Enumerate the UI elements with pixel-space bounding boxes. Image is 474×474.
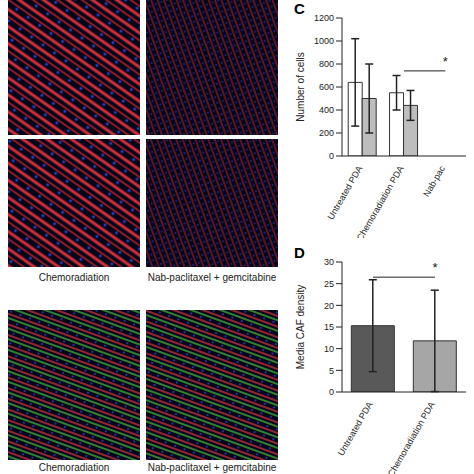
svg-text:*: *	[432, 260, 437, 275]
html-text:D: D	[294, 244, 305, 261]
svg-text:15: 15	[324, 322, 334, 332]
svg-text:400: 400	[319, 105, 334, 115]
html-text:Nab-paclitaxel + gemcitabine: Nab-paclitaxel + gemcitabine	[147, 462, 277, 473]
svg-text:0: 0	[329, 387, 334, 397]
html-text:Chemoradiation: Chemoradiation	[38, 272, 110, 283]
html-text:Chemoradiation: Chemoradiation	[38, 462, 110, 473]
svg-text:200: 200	[319, 128, 334, 138]
svg-text:Nab-pac: Nab-pac	[421, 164, 447, 199]
svg-text:25: 25	[324, 279, 334, 289]
svg-text:0: 0	[329, 151, 334, 161]
svg-text:20: 20	[324, 301, 334, 311]
svg-text:1000: 1000	[314, 36, 334, 46]
svg-text:Number of cells: Number of cells	[295, 52, 306, 121]
svg-text:*: *	[443, 54, 448, 69]
svg-text:1200: 1200	[314, 13, 334, 23]
svg-text:10: 10	[324, 344, 334, 354]
svg-text:Untreated PDA: Untreated PDA	[336, 400, 375, 457]
svg-text:Chemoradiation PDA: Chemoradiation PDA	[355, 164, 406, 238]
svg-text:Untreated PDA: Untreated PDA	[325, 164, 364, 221]
svg-text:Chemoradiation PDA: Chemoradiation PDA	[386, 400, 437, 474]
html-text:Nab-paclitaxel + gemcitabine: Nab-paclitaxel + gemcitabine	[147, 272, 277, 283]
svg-text:Media CAF density: Media CAF density	[295, 285, 306, 369]
svg-text:5: 5	[329, 366, 334, 376]
svg-text:600: 600	[319, 82, 334, 92]
html-text:C: C	[294, 0, 305, 17]
svg-text:800: 800	[319, 59, 334, 69]
svg-text:30: 30	[324, 257, 334, 267]
